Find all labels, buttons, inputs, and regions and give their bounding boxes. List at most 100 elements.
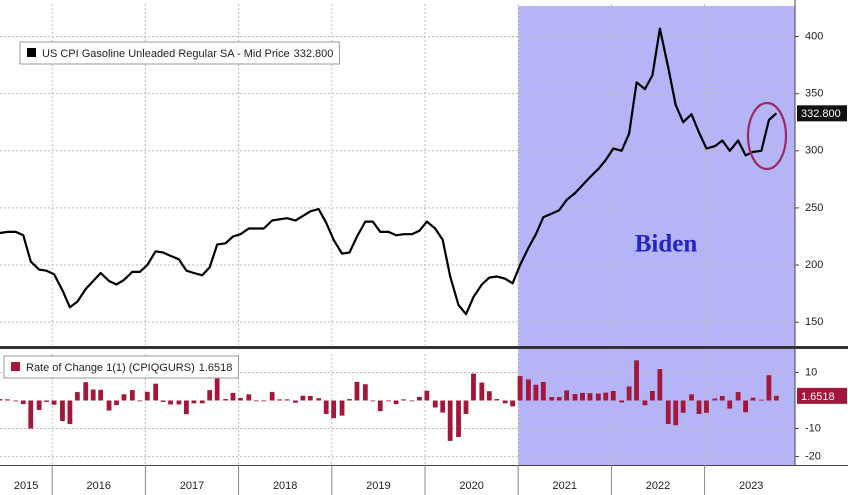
bar [339,400,345,416]
legend-name: US CPI Gasoline Unleaded Regular SA - Mi… [42,48,290,60]
bar [657,369,663,401]
bar [269,392,275,401]
y-tick-label: 150 [805,316,823,328]
bar [0,399,3,401]
bar [409,400,415,402]
bar [331,400,337,419]
bar [144,391,150,401]
y-tick-label: 10 [805,366,817,378]
bar [300,395,306,401]
bar [253,400,259,402]
bar [168,400,173,405]
y-tick-label: 350 [805,88,823,100]
bar [323,400,329,414]
bar [354,381,360,401]
bar [440,400,446,413]
bar [424,390,430,401]
bar [650,390,655,401]
bar [129,390,135,401]
bar [230,392,236,401]
bar [307,396,313,401]
bar [549,397,555,401]
bar [626,386,632,401]
bar [207,390,213,401]
legend-box [19,41,340,65]
bar [463,400,469,414]
bar [261,400,267,402]
bar [370,400,376,402]
x-tick-label: 2020 [459,480,483,492]
bar [362,384,368,401]
legend-swatch [27,48,36,57]
bar [246,394,252,401]
bar [540,381,546,401]
bar [564,390,570,401]
bar [494,399,500,401]
x-tick-label: 2016 [87,480,111,492]
bar [479,382,485,401]
legend: US CPI Gasoline Unleaded Regular SA - Mi… [19,41,340,65]
highlight-circle [746,101,788,171]
legend-entry: US CPI Gasoline Unleaded Regular SA - Mi… [42,48,333,60]
bar [114,400,119,405]
bar [277,399,283,401]
bar [689,394,694,401]
x-tick-label: 2022 [646,480,670,492]
bar [471,373,476,401]
x-tick-label: 2021 [553,480,577,492]
shade-region [518,6,795,465]
legend-value: 332.800 [294,48,334,60]
bar [680,400,686,413]
bar [750,397,756,401]
bar [106,400,112,411]
bar [28,400,34,429]
bar [587,393,593,401]
bar [642,400,648,406]
bar [735,392,741,401]
price-line [0,27,778,316]
bar [5,399,10,401]
bar [665,400,671,425]
legend-swatch [11,362,20,371]
bar [13,400,19,402]
legend-box [3,355,239,379]
bar [51,400,57,405]
bar [619,400,625,403]
bar [223,399,228,401]
bar [44,400,50,402]
bar [595,393,601,401]
y-tick-label: 250 [805,202,823,214]
x-tick-label: 2019 [366,480,390,492]
bar [696,400,702,414]
bar [214,372,220,401]
legend-value: 1.6518 [199,362,233,374]
bar [83,382,89,401]
last-value-label: 332.800 [801,108,841,120]
bar [67,400,73,425]
last-value-label: 1.6518 [801,391,835,403]
bar [184,400,189,415]
bar [401,399,406,401]
legend-entry: Rate of Change 1(1) (CPIQGURS) 1.6518 [26,362,232,374]
y-tick-label: 400 [805,30,823,42]
bar [199,400,205,404]
x-tick-label: 2017 [180,480,204,492]
bar [98,389,104,401]
bar [20,400,26,405]
bar [727,400,733,409]
legend: Rate of Change 1(1) (CPIQGURS) 1.6518 [3,355,239,379]
bar [486,391,492,401]
bar [634,360,639,401]
bar [572,394,578,401]
bar [238,397,243,401]
bar [526,379,531,401]
last-value-flag [797,387,847,404]
bar [137,400,143,402]
bar [743,400,749,413]
x-tick-label: 2018 [273,480,297,492]
bar [293,400,298,403]
bar [719,396,725,401]
bar [153,383,159,401]
x-tick-label: 2023 [739,480,763,492]
